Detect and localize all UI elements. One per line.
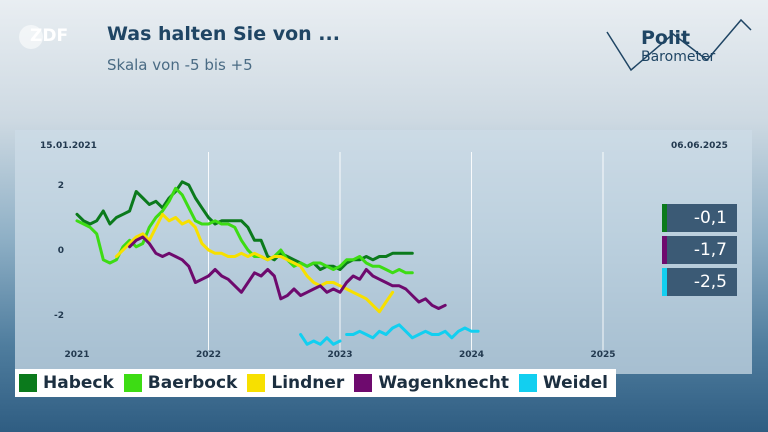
x-tick-label-2024: 2024 — [459, 350, 484, 360]
legend-item-wagenknecht: Wagenknecht — [354, 373, 509, 393]
start-date-label: 15.01.2021 — [40, 141, 97, 151]
value-bar-habeck — [662, 204, 667, 232]
series-line-baerbock — [75, 186, 414, 275]
legend-swatch-weidel — [518, 374, 537, 392]
series-line-lindner — [114, 212, 395, 314]
legend-swatch-habeck — [19, 374, 37, 392]
x-tick-label-2022: 2022 — [196, 350, 221, 360]
value-bar-weidel — [662, 268, 667, 296]
legend-label-wagenknecht: Wagenknecht — [378, 373, 509, 393]
value-badge-wagenknecht: -1,7 — [662, 236, 737, 264]
chart-subtitle: Skala von -5 bis +5 — [107, 56, 253, 74]
politbarometer-logo-icon — [606, 18, 752, 72]
legend-label-lindner: Lindner — [271, 373, 345, 393]
series-line-weidel — [299, 333, 342, 346]
brand-barometer: Barometer — [641, 49, 716, 65]
value-badge-habeck: -0,1 — [662, 204, 737, 232]
value-label-weidel: -2,5 — [693, 272, 727, 292]
legend-item-habeck: Habeck — [19, 373, 114, 393]
legend-label-weidel: Weidel — [542, 373, 609, 393]
y-tick-label-0: 0 — [58, 246, 64, 256]
brand-polit: Polit — [641, 27, 691, 49]
zdf-logo-icon — [19, 25, 43, 49]
chart-legend: Habeck Baerbock Lindner Wagenknecht Weid… — [15, 369, 617, 397]
x-tick-label-2021: 2021 — [64, 350, 89, 360]
x-tick-label-2023: 2023 — [327, 350, 352, 360]
series-line-weidel-1 — [345, 323, 480, 340]
value-bar-wagenknecht — [662, 236, 667, 264]
value-label-habeck: -0,1 — [693, 208, 727, 228]
legend-item-weidel: Weidel — [518, 373, 609, 393]
legend-swatch-wagenknecht — [354, 374, 373, 392]
value-badge-weidel: -2,5 — [662, 268, 737, 296]
legend-item-baerbock: Baerbock — [123, 373, 238, 393]
value-label-wagenknecht: -1,7 — [693, 240, 727, 260]
zdf-logo-text: ZDF — [30, 26, 69, 46]
legend-item-lindner: Lindner — [247, 373, 344, 393]
legend-label-habeck: Habeck — [43, 373, 114, 393]
legend-swatch-baerbock — [123, 374, 142, 392]
legend-swatch-lindner — [247, 374, 266, 392]
y-tick-label-2: 2 — [58, 181, 64, 191]
legend-label-baerbock: Baerbock — [147, 373, 238, 393]
end-date-label: 06.06.2025 — [671, 141, 728, 151]
x-tick-label-2025: 2025 — [590, 350, 615, 360]
y-tick-label--2: -2 — [54, 311, 64, 321]
chart-title: Was halten Sie von ... — [107, 23, 340, 45]
series-line-wagenknecht — [128, 235, 447, 310]
